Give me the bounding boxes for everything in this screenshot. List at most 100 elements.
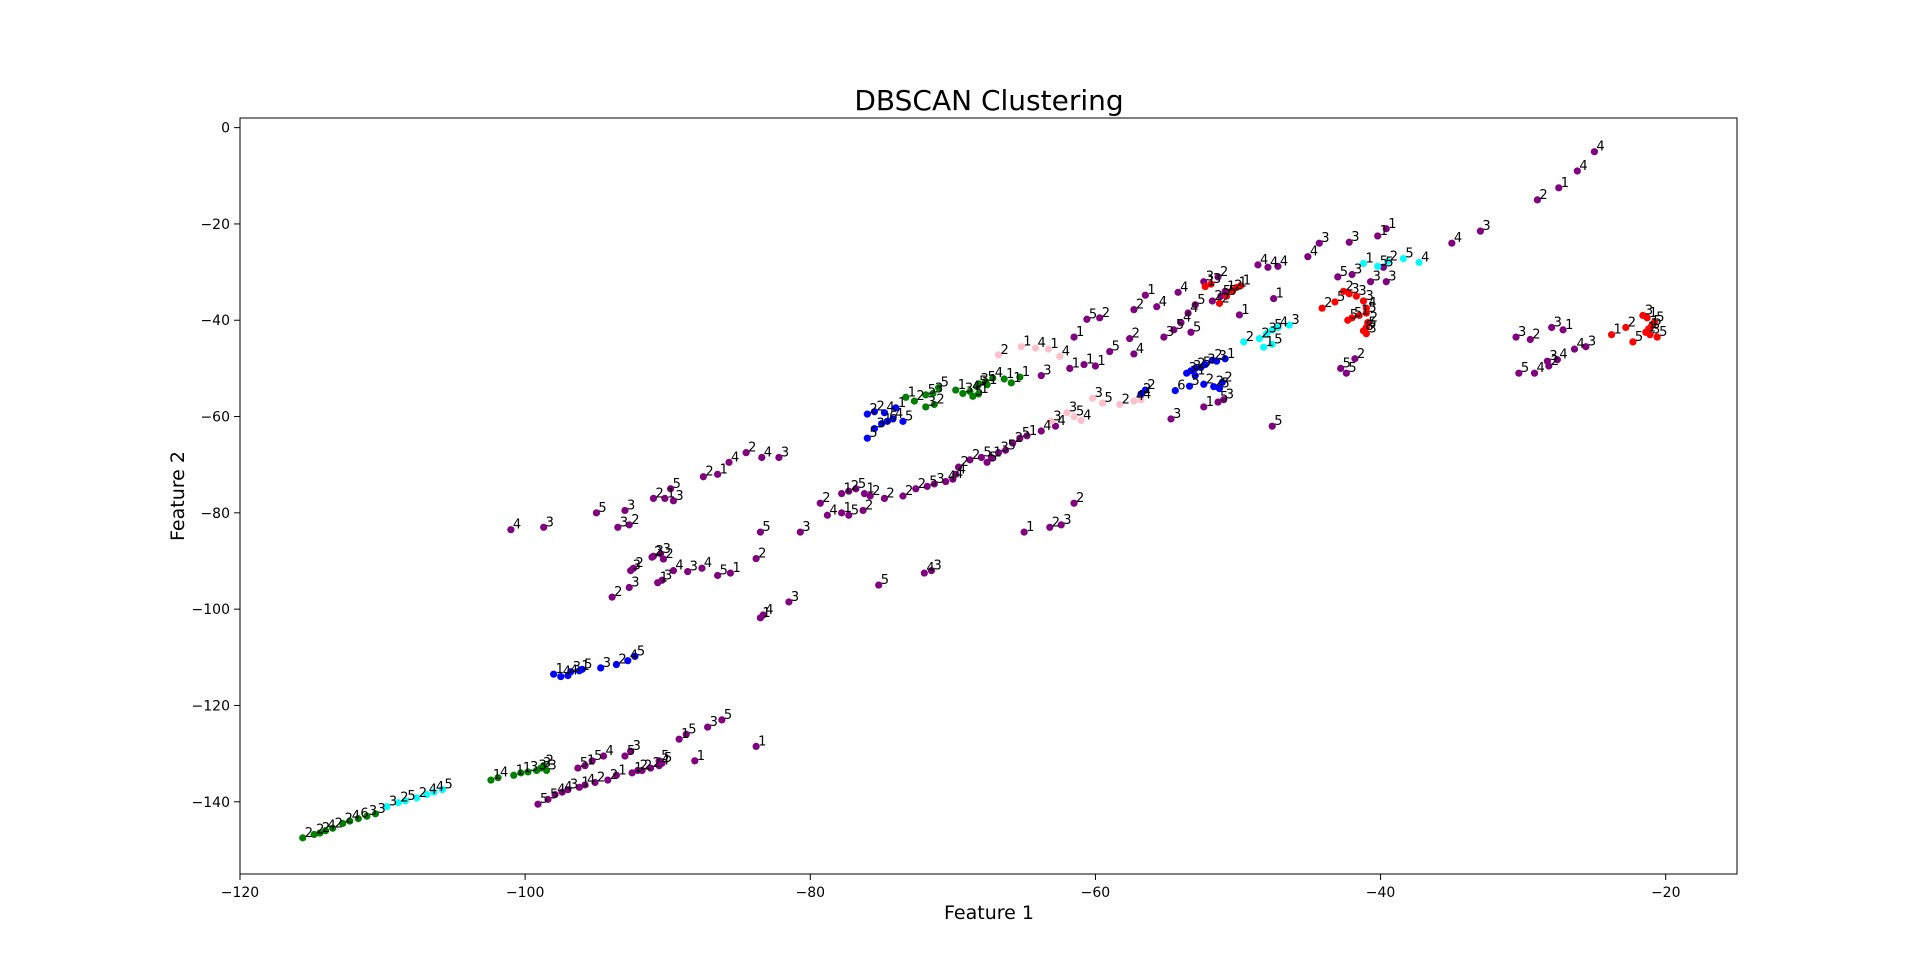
point-label: 5 <box>979 375 987 390</box>
point-label: 5 <box>724 708 732 723</box>
data-point-green <box>982 378 990 386</box>
point-label: 1 <box>993 445 1001 460</box>
point-label: 4 <box>564 780 572 795</box>
point-label: 3 <box>573 660 581 675</box>
data-point-purple <box>588 757 596 765</box>
point-label: 3 <box>1206 270 1214 285</box>
data-point-purple <box>669 497 678 505</box>
plot-area <box>239 117 1738 875</box>
point-label: 2 <box>322 821 330 836</box>
point-label: 5 <box>929 474 937 489</box>
data-point-purple <box>661 494 669 503</box>
data-point-red <box>1339 287 1348 295</box>
data-point-purple <box>1200 403 1208 411</box>
point-label: 3 <box>802 520 810 535</box>
data-point-blue <box>1218 378 1226 386</box>
data-point-green <box>329 824 337 832</box>
data-point-cyan <box>1359 259 1368 268</box>
data-point-purple <box>1334 273 1342 281</box>
point-label: 4 <box>948 470 956 485</box>
point-label: 5 <box>941 376 949 391</box>
data-point-green <box>316 829 324 837</box>
point-label: 5 <box>869 426 877 441</box>
point-label: 2 <box>916 389 924 404</box>
data-point-purple <box>1046 523 1054 531</box>
point-label: 3 <box>603 656 611 671</box>
point-label: 1 <box>1006 367 1014 382</box>
data-point-purple <box>714 571 722 580</box>
point-label: 5 <box>928 383 936 398</box>
data-point-blue <box>863 410 871 418</box>
data-point-purple <box>648 553 656 561</box>
point-label: 3 <box>1482 219 1490 234</box>
data-point-purple <box>1170 326 1178 334</box>
data-point-purple <box>927 567 936 575</box>
data-point-purple <box>1366 278 1375 286</box>
point-label: 1 <box>1561 176 1569 191</box>
point-label: 2 <box>655 486 663 501</box>
data-point-purple <box>923 482 931 490</box>
data-point-blue <box>1215 385 1224 393</box>
point-label: 4 <box>675 559 683 574</box>
point-label: 1 <box>1649 306 1657 321</box>
y-axis-ticks: 0 −20 −40 −60 −80 −100 −120 −140 <box>192 121 240 811</box>
data-point-purple <box>1096 314 1104 322</box>
point-label: 2 <box>1220 265 1228 280</box>
point-label: 5 <box>983 445 991 460</box>
data-point-cyan <box>394 799 402 807</box>
point-label: 4 <box>1579 159 1587 174</box>
point-label: 5 <box>1112 340 1120 355</box>
data-point-purple <box>1545 362 1553 370</box>
point-label: 4 <box>829 503 837 518</box>
data-point-purple <box>1476 227 1484 235</box>
point-label: 2 <box>1136 298 1144 313</box>
point-label: 2 <box>918 477 926 492</box>
point-label: 4 <box>328 819 336 834</box>
point-label: 2 <box>1261 327 1269 342</box>
point-label: 1 <box>660 571 668 586</box>
point-label: 4 <box>764 445 772 460</box>
point-label: 4 <box>958 462 966 477</box>
point-label: 5 <box>851 503 859 518</box>
point-label: 1 <box>1266 335 1274 350</box>
data-point-purple <box>544 795 552 803</box>
data-point-purple <box>1080 360 1088 369</box>
data-point-pink <box>1098 399 1107 407</box>
point-label: 5 <box>1274 414 1282 429</box>
data-point-purple <box>699 473 707 481</box>
data-point-purple <box>575 783 583 791</box>
data-point-purple <box>785 598 793 606</box>
data-point-purple <box>551 790 559 799</box>
data-point-pink <box>1063 409 1071 417</box>
data-point-blue <box>1185 382 1194 390</box>
point-label: 3 <box>631 575 639 590</box>
data-point-purple <box>987 453 995 462</box>
data-point-purple <box>1066 364 1074 372</box>
point-label: 3 <box>389 795 397 810</box>
data-point-purple <box>1590 148 1599 156</box>
data-point-purple <box>714 470 722 478</box>
x-axis-label: Feature 1 <box>944 902 1034 924</box>
point-label: 4 <box>765 603 773 618</box>
data-point-pink <box>1077 416 1085 424</box>
point-label: 2 <box>1539 188 1547 203</box>
data-point-purple <box>1342 369 1350 377</box>
point-label: 4 <box>500 766 508 781</box>
data-point-purple <box>920 569 928 577</box>
data-point-purple <box>592 509 601 517</box>
point-label: 3 <box>1053 409 1061 424</box>
chart-title: DBSCAN Clustering <box>854 84 1123 117</box>
point-label: 2 <box>1234 278 1242 293</box>
point-label: 5 <box>637 644 645 659</box>
data-point-purple <box>656 550 665 558</box>
point-label: 2 <box>876 400 884 415</box>
data-point-purple <box>845 511 853 519</box>
data-point-purple <box>756 528 764 536</box>
data-point-pink <box>1130 397 1138 405</box>
point-label: 1 <box>908 385 916 400</box>
point-label: 5 <box>664 751 672 766</box>
data-point-purple <box>581 762 589 770</box>
data-point-blue <box>1208 356 1216 364</box>
data-point-purple <box>1570 345 1579 353</box>
data-point-purple <box>756 614 764 622</box>
